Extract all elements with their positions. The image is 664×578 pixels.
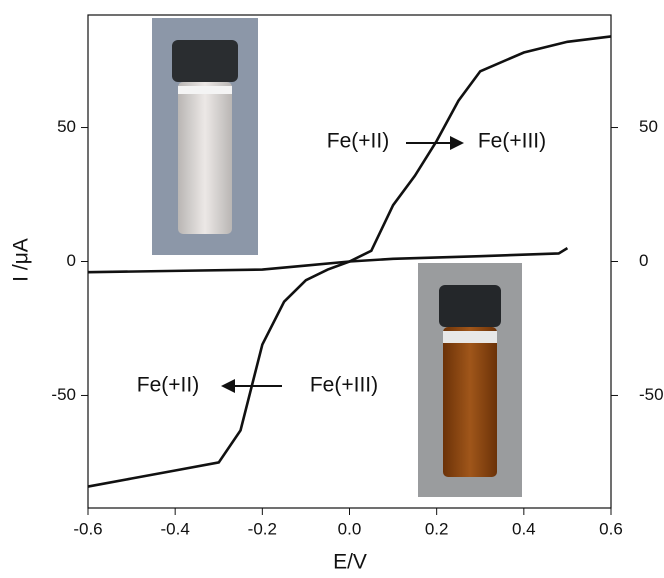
x-tick-label: -0.4 (161, 519, 190, 538)
annotation: Fe(+II) (137, 374, 199, 397)
y-tick-label: 50 (57, 117, 76, 136)
vial-photo-brown (418, 263, 522, 497)
x-tick-label: 0.6 (599, 519, 623, 538)
y2-tick-label: -50 (639, 385, 664, 404)
x-tick-label: -0.2 (248, 519, 277, 538)
y-tick-label: 0 (67, 251, 76, 270)
annotation: Fe(+II) (327, 130, 389, 153)
vial-photo-clear (152, 18, 258, 255)
annotation: Fe(+III) (310, 374, 378, 397)
arrow-head (221, 379, 235, 393)
x-axis-label: E/V (333, 551, 367, 573)
x-tick-label: 0.2 (425, 519, 449, 538)
y2-tick-label: 50 (639, 117, 658, 136)
arrow-head (450, 136, 464, 150)
y-tick-label: -50 (51, 385, 76, 404)
y2-tick-label: 0 (639, 251, 648, 270)
y-axis-label: I /μA (10, 238, 33, 282)
curve (87, 246, 569, 274)
annotation: Fe(+III) (478, 130, 546, 153)
x-tick-label: 0.0 (338, 519, 362, 538)
x-tick-label: -0.6 (73, 519, 102, 538)
x-tick-label: 0.4 (512, 519, 536, 538)
